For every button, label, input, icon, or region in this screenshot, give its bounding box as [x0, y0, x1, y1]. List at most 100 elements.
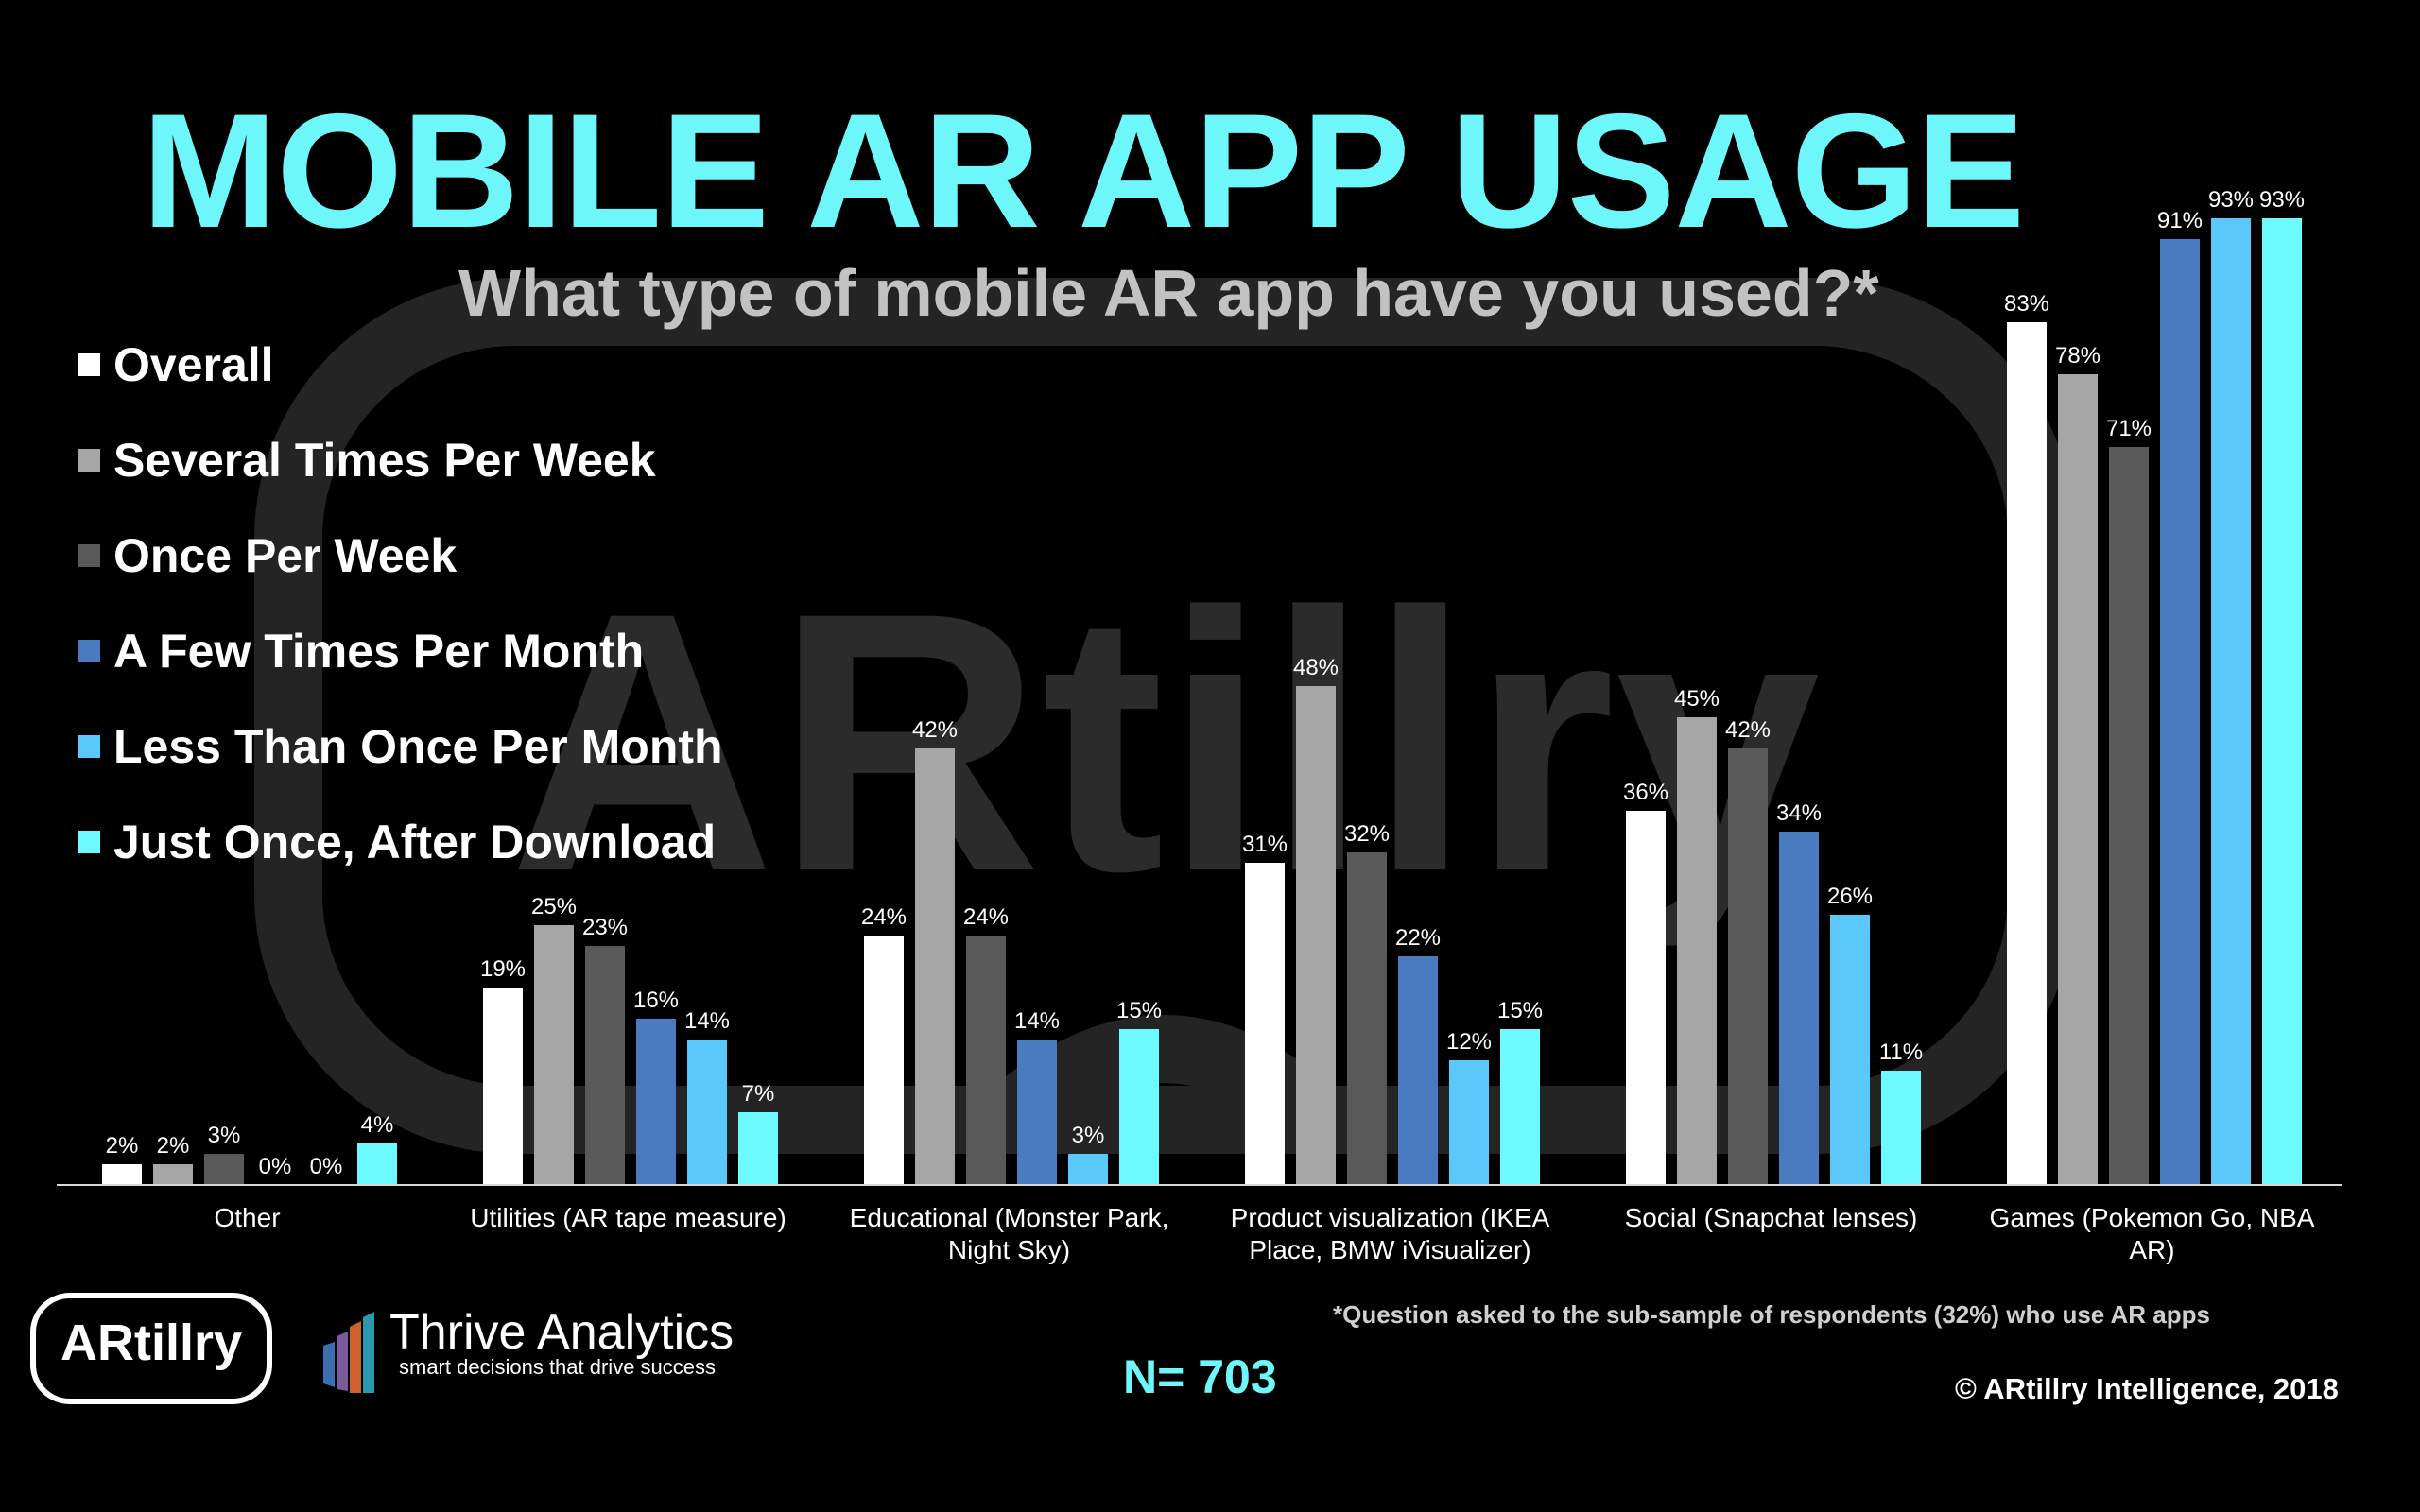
legend-label: A Few Times Per Month [113, 624, 645, 678]
category-label: Product visualization (IKEA [1231, 1203, 1550, 1232]
bar [1626, 811, 1666, 1185]
data-label: 14% [684, 1008, 730, 1034]
legend-item: A Few Times Per Month [78, 603, 723, 698]
legend-label: Several Times Per Week [113, 433, 656, 487]
category-label: Educational (Monster Park, [850, 1203, 1169, 1232]
data-label: 48% [1293, 655, 1339, 680]
legend-label: Less Than Once Per Month [113, 719, 723, 773]
sample-size: N= 703 [1123, 1350, 1277, 1403]
legend-item: Less Than Once Per Month [78, 698, 723, 794]
data-label: 7% [742, 1081, 775, 1107]
legend-swatch [78, 639, 100, 662]
legend-swatch [78, 734, 100, 758]
bar [534, 925, 574, 1185]
artillry-logo-frame [30, 1293, 272, 1404]
category-label: Other [214, 1203, 280, 1232]
data-label: 0% [259, 1154, 292, 1179]
data-label: 15% [1497, 998, 1543, 1023]
footnote: *Question asked to the sub-sample of res… [1333, 1300, 2210, 1329]
watermark-text: ARtillry [510, 536, 1823, 950]
data-label: 25% [531, 894, 577, 919]
category-label: Place, BMW iVisualizer) [1249, 1235, 1530, 1264]
data-label: 26% [1827, 884, 1873, 909]
bar [1068, 1154, 1108, 1185]
bar [1017, 1040, 1057, 1185]
data-label: 15% [1116, 998, 1162, 1023]
category-label: AR) [2129, 1235, 2174, 1264]
data-label: 42% [912, 717, 958, 743]
legend-item: Once Per Week [78, 507, 723, 603]
data-label: 3% [208, 1123, 241, 1148]
legend-swatch [78, 543, 100, 567]
data-label: 14% [1014, 1008, 1060, 1034]
bar [966, 936, 1006, 1185]
category-label: Night Sky) [948, 1235, 1070, 1264]
data-label: 23% [582, 915, 628, 940]
chart-legend: Overall Several Times Per Week Once Per We… [78, 317, 723, 889]
bar [687, 1040, 727, 1185]
bar [1245, 863, 1285, 1185]
bar [1500, 1029, 1540, 1185]
bar [915, 748, 955, 1185]
category-label: Games (Pokemon Go, NBA [1990, 1203, 2315, 1232]
bar [636, 1019, 676, 1185]
legend-label: Overall [113, 337, 274, 391]
data-label: 0% [310, 1154, 343, 1179]
artillry-logo-text: ARtillry [60, 1314, 243, 1371]
bar [864, 936, 904, 1185]
bar [204, 1154, 244, 1185]
bar [1728, 748, 1768, 1185]
legend-swatch [78, 830, 100, 853]
legend-swatch [78, 448, 100, 472]
thrive-analytics-mark-icon [323, 1312, 374, 1393]
legend-swatch [78, 352, 100, 376]
thrive-analytics-logo: Thrive Analytics smart decisions that dr… [321, 1308, 766, 1412]
legend-label: Just Once, After Download [113, 815, 717, 868]
bar [1779, 832, 1819, 1185]
legend-label: Once Per Week [113, 528, 458, 582]
bar [738, 1112, 778, 1185]
bar [2058, 374, 2098, 1185]
bar [102, 1164, 142, 1185]
page-title: MOBILE AR APP USAGE [142, 80, 2025, 262]
bar [2007, 322, 2047, 1185]
data-label: 2% [106, 1133, 139, 1159]
data-label: 32% [1344, 821, 1390, 847]
data-label: 24% [861, 904, 907, 930]
data-label: 16% [633, 988, 679, 1013]
data-label: 93% [2208, 187, 2254, 213]
legend-item: Several Times Per Week [78, 412, 723, 507]
data-label: 24% [963, 904, 1009, 930]
data-label: 22% [1395, 925, 1441, 951]
bar [357, 1143, 397, 1185]
data-label: 71% [2106, 416, 2152, 441]
bar [483, 988, 523, 1185]
bar [2262, 218, 2302, 1185]
data-label: 2% [157, 1133, 190, 1159]
bar [1296, 686, 1336, 1185]
data-label: 45% [1674, 686, 1720, 712]
bar [1398, 956, 1438, 1185]
data-label: 42% [1725, 717, 1771, 743]
category-label: Social (Snapchat lenses) [1625, 1203, 1918, 1232]
bar [1881, 1071, 1921, 1185]
data-label: 11% [1879, 1040, 1923, 1065]
bar [585, 946, 625, 1185]
data-label: 31% [1242, 832, 1288, 857]
data-label: 19% [480, 956, 526, 982]
data-label: 78% [2055, 343, 2100, 369]
bar [2160, 239, 2200, 1185]
chart-subtitle: What type of mobile AR app have you used… [458, 256, 1879, 330]
data-label: 12% [1446, 1029, 1492, 1055]
data-label: 34% [1776, 800, 1822, 826]
bar [2109, 447, 2149, 1185]
data-label: 91% [2157, 208, 2203, 233]
bar [2211, 218, 2251, 1185]
bar [1347, 852, 1387, 1185]
data-label: 93% [2259, 187, 2305, 213]
legend-item: Just Once, After Download [78, 794, 723, 889]
legend-item: Overall [78, 317, 723, 412]
bar [1449, 1060, 1489, 1185]
thrive-analytics-tagline: smart decisions that drive success [399, 1355, 717, 1379]
